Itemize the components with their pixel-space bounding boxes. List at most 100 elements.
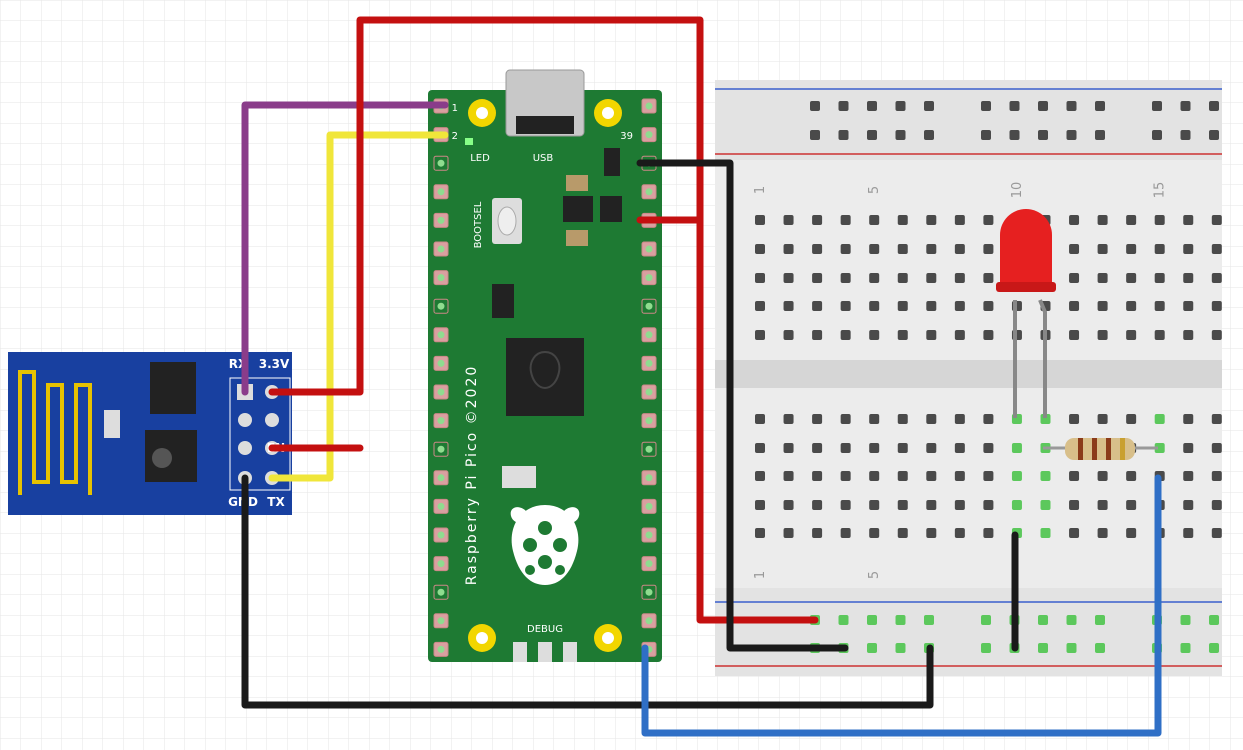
hole [954, 273, 965, 283]
hole [812, 528, 823, 538]
hole [1154, 414, 1165, 424]
pico-pin-hole [437, 274, 445, 282]
rail-hole [1180, 615, 1191, 625]
hole [840, 528, 851, 538]
hole [983, 471, 994, 481]
pin-label: 39 [620, 131, 633, 142]
hole [1183, 414, 1194, 424]
pico-pin-hole [437, 531, 445, 539]
pico-pin-hole [437, 331, 445, 339]
hole [1154, 301, 1165, 311]
hole [1097, 273, 1108, 283]
pico-pin-hole [437, 188, 445, 196]
rail-hole [838, 101, 849, 111]
hole [897, 471, 908, 481]
hole [869, 471, 880, 481]
rail-hole [895, 643, 906, 653]
hole [954, 443, 965, 453]
hole [783, 528, 794, 538]
hole [897, 215, 908, 225]
hole [1069, 330, 1080, 340]
hole [1154, 330, 1165, 340]
pico-pin-hole [645, 502, 653, 510]
hole [954, 244, 965, 254]
rail-hole [1066, 101, 1077, 111]
wires [241, 16, 1162, 737]
rail-hole [838, 130, 849, 140]
rail-hole [981, 615, 991, 625]
hole [1126, 471, 1137, 481]
hole [869, 244, 880, 254]
pico-pin-hole [645, 617, 653, 625]
hole [869, 330, 880, 340]
rail-hole [1066, 643, 1077, 653]
hole [755, 443, 765, 453]
hole [1126, 500, 1137, 510]
rail-hole [1095, 615, 1105, 625]
hole [840, 471, 851, 481]
hole [926, 500, 937, 510]
hole [983, 443, 994, 453]
hole [812, 443, 823, 453]
rail-hole [1095, 130, 1105, 140]
hole [783, 471, 794, 481]
hole [812, 244, 823, 254]
pico-pin-hole [437, 302, 445, 310]
hole [926, 273, 937, 283]
pico-pin-hole [645, 274, 653, 282]
pico-pin-hole [437, 159, 445, 167]
hole [926, 443, 937, 453]
brand-label: Raspberry Pi Pico ©2020 [464, 365, 480, 586]
hole [783, 273, 794, 283]
pico-pin-hole [645, 331, 653, 339]
pin-label: 3.3V [259, 357, 290, 371]
hole [783, 244, 794, 254]
hole [897, 443, 908, 453]
hole [1097, 500, 1108, 510]
rail-hole [895, 101, 906, 111]
hole [840, 301, 851, 311]
usb-label: USB [533, 153, 554, 164]
hole [897, 301, 908, 311]
hole [1126, 273, 1137, 283]
pico-pin-hole [437, 645, 445, 653]
pico-pin-hole [645, 302, 653, 310]
hole [840, 215, 851, 225]
hole [1097, 244, 1108, 254]
rail-hole [924, 101, 934, 111]
hole [1069, 500, 1080, 510]
hole [1040, 500, 1051, 510]
hole [755, 301, 765, 311]
rail-hole [810, 130, 820, 140]
column-number: 5 [867, 571, 882, 579]
pico-pin-hole [437, 617, 445, 625]
hole [1126, 215, 1137, 225]
hole [812, 471, 823, 481]
rail-hole [1038, 643, 1048, 653]
hole [1069, 215, 1080, 225]
hole [926, 301, 937, 311]
pico-pin-hole [437, 445, 445, 453]
hole [897, 528, 908, 538]
hole [897, 414, 908, 424]
rail-hole [1180, 130, 1191, 140]
rail-hole [1066, 130, 1077, 140]
rail-hole [1038, 130, 1048, 140]
hole [840, 443, 851, 453]
hole [1097, 471, 1108, 481]
rail-hole [1209, 615, 1219, 625]
pico-pin-hole [645, 560, 653, 568]
rail-hole [1038, 615, 1048, 625]
rail-hole [895, 130, 906, 140]
hole [840, 500, 851, 510]
hole [1211, 301, 1222, 311]
hole [1097, 330, 1108, 340]
hole [755, 215, 765, 225]
hole [983, 301, 994, 311]
hole [983, 215, 994, 225]
pico-pin-hole [437, 245, 445, 253]
hole [1126, 330, 1137, 340]
hole [983, 330, 994, 340]
hole [983, 500, 994, 510]
hole [1040, 471, 1051, 481]
